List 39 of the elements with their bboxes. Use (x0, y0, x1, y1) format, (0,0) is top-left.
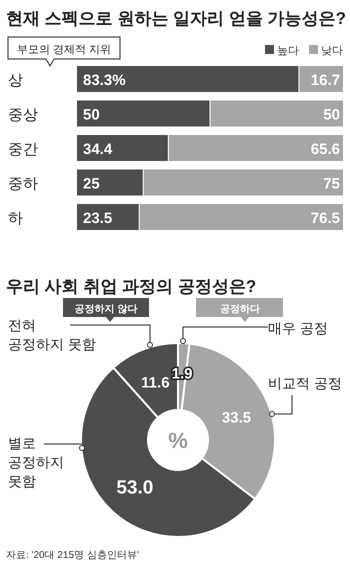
text: 자료: '20대 215명 심층인터뷰' (6, 550, 139, 561)
slice-label: 별로 공정하지 못함 (8, 435, 64, 489)
legend-label: 높다 (277, 45, 299, 57)
y-tick-label: 상 (8, 72, 23, 89)
bar (210, 100, 343, 126)
text: 공정하지 않다 (74, 304, 138, 315)
slice-label: 매우 공정 (268, 320, 328, 336)
data-label: 34.4 (83, 141, 113, 158)
chart-title: 현재 스펙으로 원하는 일자리 얻을 가능성은? (6, 9, 346, 28)
legend-label: 낮다 (321, 45, 343, 57)
data-label: 53.0 (116, 478, 154, 499)
bar (77, 100, 210, 126)
data-label: 25 (83, 176, 100, 192)
text: 공정하다 (220, 304, 260, 315)
slice-label: 전혀 공정하지 못함 (8, 317, 96, 352)
data-label: 65.6 (310, 141, 340, 158)
data-label: 76.5 (310, 210, 340, 227)
bar (168, 135, 343, 161)
bar (144, 170, 343, 196)
text: % (168, 428, 188, 453)
data-label: 75 (323, 176, 340, 192)
y-axis-title: 부모의 경제적 지위 (16, 44, 112, 56)
y-tick-label: 중하 (8, 176, 38, 192)
chart-title: 우리 사회 취업 과정의 공정성은? (6, 277, 256, 296)
data-label: 33.5 (222, 409, 252, 426)
slice-label: 비교적 공정 (268, 375, 342, 391)
bar (140, 204, 343, 230)
data-label: 83.3% (83, 72, 126, 89)
data-label: 50 (83, 106, 100, 124)
data-label: 50 (323, 106, 340, 124)
bar (77, 135, 168, 161)
data-label: 23.5 (83, 210, 112, 227)
y-tick-label: 중간 (8, 141, 38, 158)
data-label: 11.6 (141, 374, 170, 392)
bar (77, 66, 298, 92)
bar (77, 170, 143, 196)
y-tick-label: 하 (8, 210, 23, 227)
y-tick-label: 중상 (8, 106, 38, 124)
data-label: 16.7 (310, 72, 340, 89)
